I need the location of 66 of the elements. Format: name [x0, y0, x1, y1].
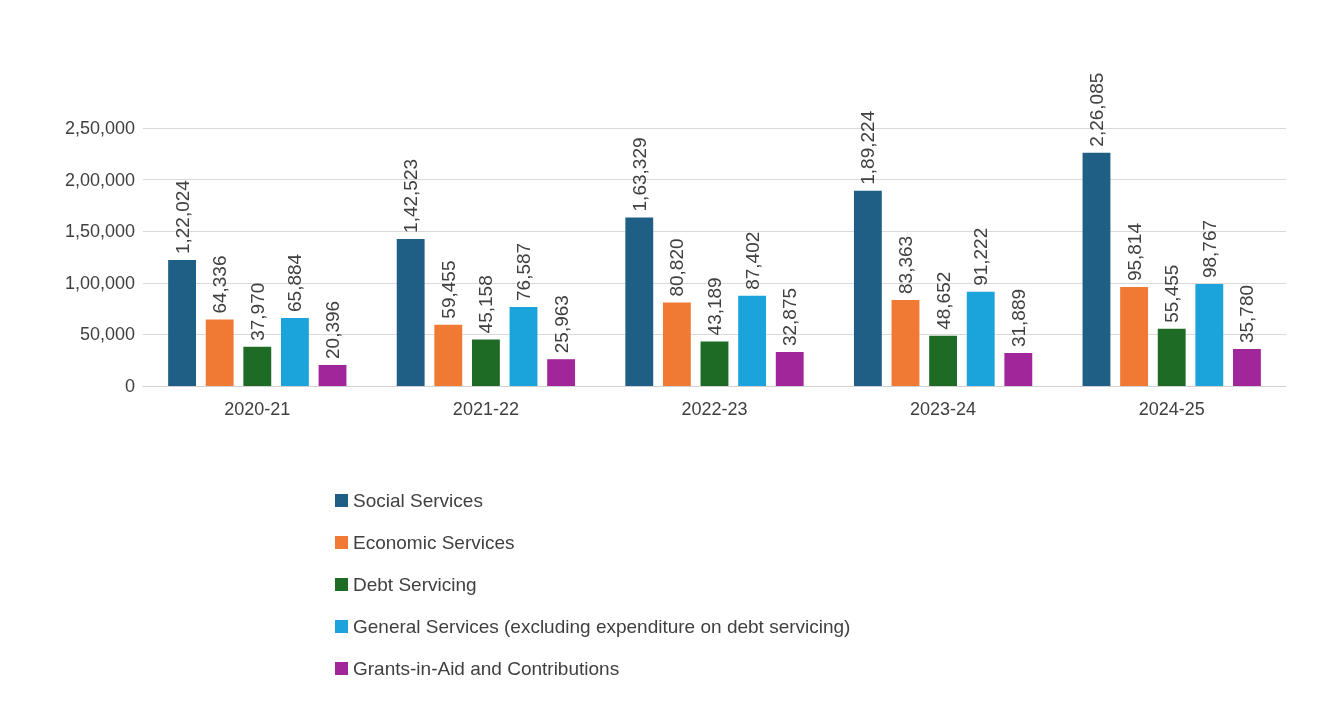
data-label: 1,89,224	[857, 110, 879, 185]
bar	[1004, 353, 1033, 386]
data-label: 43,189	[704, 277, 725, 336]
x-tick-label: 2022-23	[681, 399, 748, 419]
data-label: 45,158	[475, 275, 497, 334]
bar	[853, 190, 882, 386]
bar	[205, 319, 234, 386]
bar	[168, 260, 197, 386]
data-label: 91,222	[970, 227, 992, 286]
bar	[700, 341, 729, 386]
bar	[662, 302, 691, 386]
bar	[1157, 328, 1186, 386]
bar	[509, 306, 538, 386]
y-tick-label: 0	[124, 376, 135, 396]
legend-label: Debt Servicing	[353, 574, 477, 595]
data-label: 55,455	[1161, 264, 1183, 323]
y-tick-label: 1,00,000	[64, 272, 135, 293]
bar	[471, 339, 500, 386]
data-label: 20,396	[322, 300, 344, 359]
data-label: 65,884	[284, 253, 306, 313]
x-tick-label: 2024-25	[1138, 399, 1205, 419]
x-tick-label: 2021-22	[452, 399, 519, 419]
data-label: 83,363	[894, 235, 916, 294]
bar	[1082, 152, 1111, 386]
data-label: 35,780	[1236, 284, 1258, 344]
bar	[243, 346, 272, 386]
bar	[775, 352, 804, 386]
data-label: 59,455	[437, 260, 459, 319]
y-tick-label: 2,00,000	[64, 169, 135, 190]
legend-label: Social Services	[353, 490, 483, 511]
data-label: 1,42,523	[400, 158, 422, 233]
legend-label: General Services (excluding expenditure on debt servicing)	[353, 616, 851, 637]
bar	[434, 324, 463, 386]
y-tick-label: 50,000	[79, 324, 135, 345]
data-label: 80,820	[666, 238, 688, 297]
data-label: 76,587	[513, 242, 535, 301]
bar	[318, 364, 347, 386]
bar	[396, 238, 425, 386]
data-label: 1,63,329	[628, 137, 650, 212]
y-tick-label: 1,50,000	[64, 221, 135, 242]
data-label: 25,963	[550, 295, 572, 354]
bar	[891, 299, 920, 386]
data-label: 31,889	[1007, 288, 1029, 348]
legend-label: Economic Services	[353, 532, 515, 553]
bar	[738, 295, 767, 386]
bar	[625, 217, 654, 386]
y-tick-label: 2,50,000	[64, 118, 135, 138]
bar	[547, 359, 576, 386]
data-label: 32,875	[779, 287, 801, 347]
bar	[929, 335, 958, 386]
data-label: 64,336	[209, 255, 231, 314]
legend-label: Grants-in-Aid and Contributions	[353, 658, 620, 679]
bar	[966, 291, 995, 386]
data-label: 95,814	[1123, 222, 1145, 282]
x-tick-label: 2023-24	[910, 399, 977, 419]
data-label: 1,22,024	[171, 179, 193, 255]
data-label: 48,652	[932, 271, 954, 330]
bar	[1195, 284, 1224, 386]
bar	[1232, 349, 1261, 386]
data-label: 98,767	[1198, 219, 1220, 279]
data-label: 87,402	[741, 231, 763, 290]
x-tick-label: 2020-21	[224, 399, 291, 419]
bar	[280, 318, 309, 386]
data-label: 2,26,085	[1085, 72, 1107, 147]
bar	[1120, 287, 1149, 386]
data-label: 37,970	[246, 282, 268, 341]
